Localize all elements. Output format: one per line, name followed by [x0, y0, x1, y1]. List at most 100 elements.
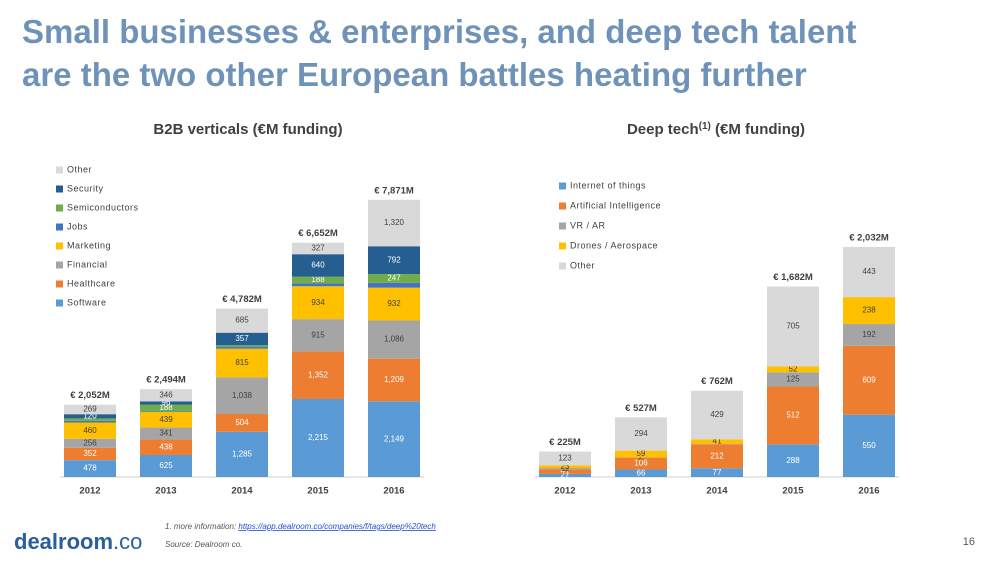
data-label: 120 [83, 411, 97, 420]
x-tick-label: 2015 [307, 486, 329, 497]
page-number: 16 [963, 536, 975, 548]
data-label: 41 [561, 467, 570, 476]
legend-swatch [56, 280, 63, 288]
x-tick-label: 2013 [630, 486, 651, 497]
bar-segment [292, 398, 344, 477]
bar-segment [767, 444, 819, 477]
bar-segment [216, 431, 268, 477]
data-label: 512 [786, 411, 800, 420]
bar-segment [292, 283, 344, 287]
data-label: 1,285 [232, 449, 253, 458]
legend-label: Artificial Intelligence [570, 200, 661, 210]
data-label: 1,038 [232, 391, 253, 400]
logo: dealroom [14, 529, 113, 554]
bar-segment [292, 254, 344, 277]
bar-segment [64, 420, 116, 423]
data-label: 256 [83, 438, 97, 447]
bar-segment [292, 351, 344, 399]
bar-segment [64, 418, 116, 421]
bar-segment [539, 468, 591, 470]
data-label: 625 [159, 461, 173, 470]
x-tick-label: 2016 [858, 486, 879, 497]
legend-swatch [56, 223, 63, 231]
data-label: 52 [789, 364, 798, 373]
bar-segment [368, 358, 420, 402]
bar-segment [368, 199, 420, 247]
bar-segment [539, 451, 591, 466]
bar-segment [216, 377, 268, 414]
chart-title: B2B verticals (€M funding) [153, 121, 342, 138]
total-label: € 1,682M [773, 272, 813, 283]
data-label: 269 [83, 405, 97, 414]
data-label: 66 [637, 468, 646, 477]
data-label: 238 [862, 306, 876, 315]
slide-title: are the two other European battles heati… [22, 56, 807, 93]
total-label: € 6,652M [298, 228, 338, 239]
bar-segment [216, 308, 268, 333]
data-label: 609 [862, 375, 876, 384]
data-label: 247 [387, 274, 401, 283]
data-label: 23 [561, 462, 570, 471]
bar-segment [767, 386, 819, 445]
legend-label: Other [67, 164, 92, 174]
legend-swatch [559, 222, 566, 230]
data-label: 192 [862, 330, 876, 339]
bar-segment [691, 468, 743, 477]
footnote-link[interactable]: https://app.dealroom.co/companies/f/tags… [238, 522, 436, 531]
legend-swatch [559, 242, 566, 250]
bar-segment [64, 438, 116, 448]
bar-segment [615, 450, 667, 458]
logo: .co [113, 529, 142, 554]
data-label: 96 [162, 398, 171, 407]
chart-title: Deep tech [627, 121, 699, 138]
data-label: 705 [786, 322, 800, 331]
data-label: 1,086 [384, 335, 405, 344]
bar-segment [843, 345, 895, 415]
bar-segment [216, 332, 268, 346]
legend-label: Drones / Aerospace [570, 240, 658, 250]
bar-segment [615, 417, 667, 451]
legend-swatch [56, 242, 63, 250]
legend-label: Security [67, 183, 104, 193]
x-tick-label: 2014 [231, 486, 253, 497]
chart-title-sup: (1) [699, 121, 711, 132]
bar-segment [539, 465, 591, 469]
data-label: 685 [235, 316, 249, 325]
data-label: 352 [83, 449, 97, 458]
bar-segment [292, 242, 344, 255]
bar-segment [843, 324, 895, 346]
data-label: 346 [159, 390, 173, 399]
bar-segment [615, 469, 667, 477]
bar-segment [368, 401, 420, 477]
total-label: € 7,871M [374, 185, 414, 196]
legend-label: Semiconductors [67, 202, 139, 212]
footnote: 1. more information: https://app.dealroo… [165, 522, 436, 531]
bar-segment [140, 389, 192, 402]
bar-segment [843, 414, 895, 477]
data-label: 1,352 [308, 370, 329, 379]
total-label: € 225M [549, 437, 581, 448]
bar-segment [140, 454, 192, 477]
data-label: 77 [713, 468, 722, 477]
x-tick-label: 2013 [155, 486, 176, 497]
bar-segment [64, 460, 116, 477]
bar-segment [216, 345, 268, 348]
bar-segment [140, 412, 192, 428]
bar-segment [292, 286, 344, 320]
data-label: 792 [387, 255, 401, 264]
x-tick-label: 2016 [383, 486, 404, 497]
data-label: 934 [311, 298, 325, 307]
data-label: 438 [159, 442, 173, 451]
x-tick-label: 2014 [706, 486, 728, 497]
bar-segment [140, 411, 192, 413]
x-tick-label: 2012 [554, 486, 575, 497]
bar-segment [843, 297, 895, 325]
bar-segment [368, 320, 420, 359]
bar-segment [368, 287, 420, 321]
data-label: 429 [710, 410, 724, 419]
data-label: 123 [558, 454, 572, 463]
bar-segment [140, 439, 192, 455]
total-label: € 527M [625, 403, 657, 414]
bar-segment [216, 347, 268, 349]
bar-segment [64, 422, 116, 439]
